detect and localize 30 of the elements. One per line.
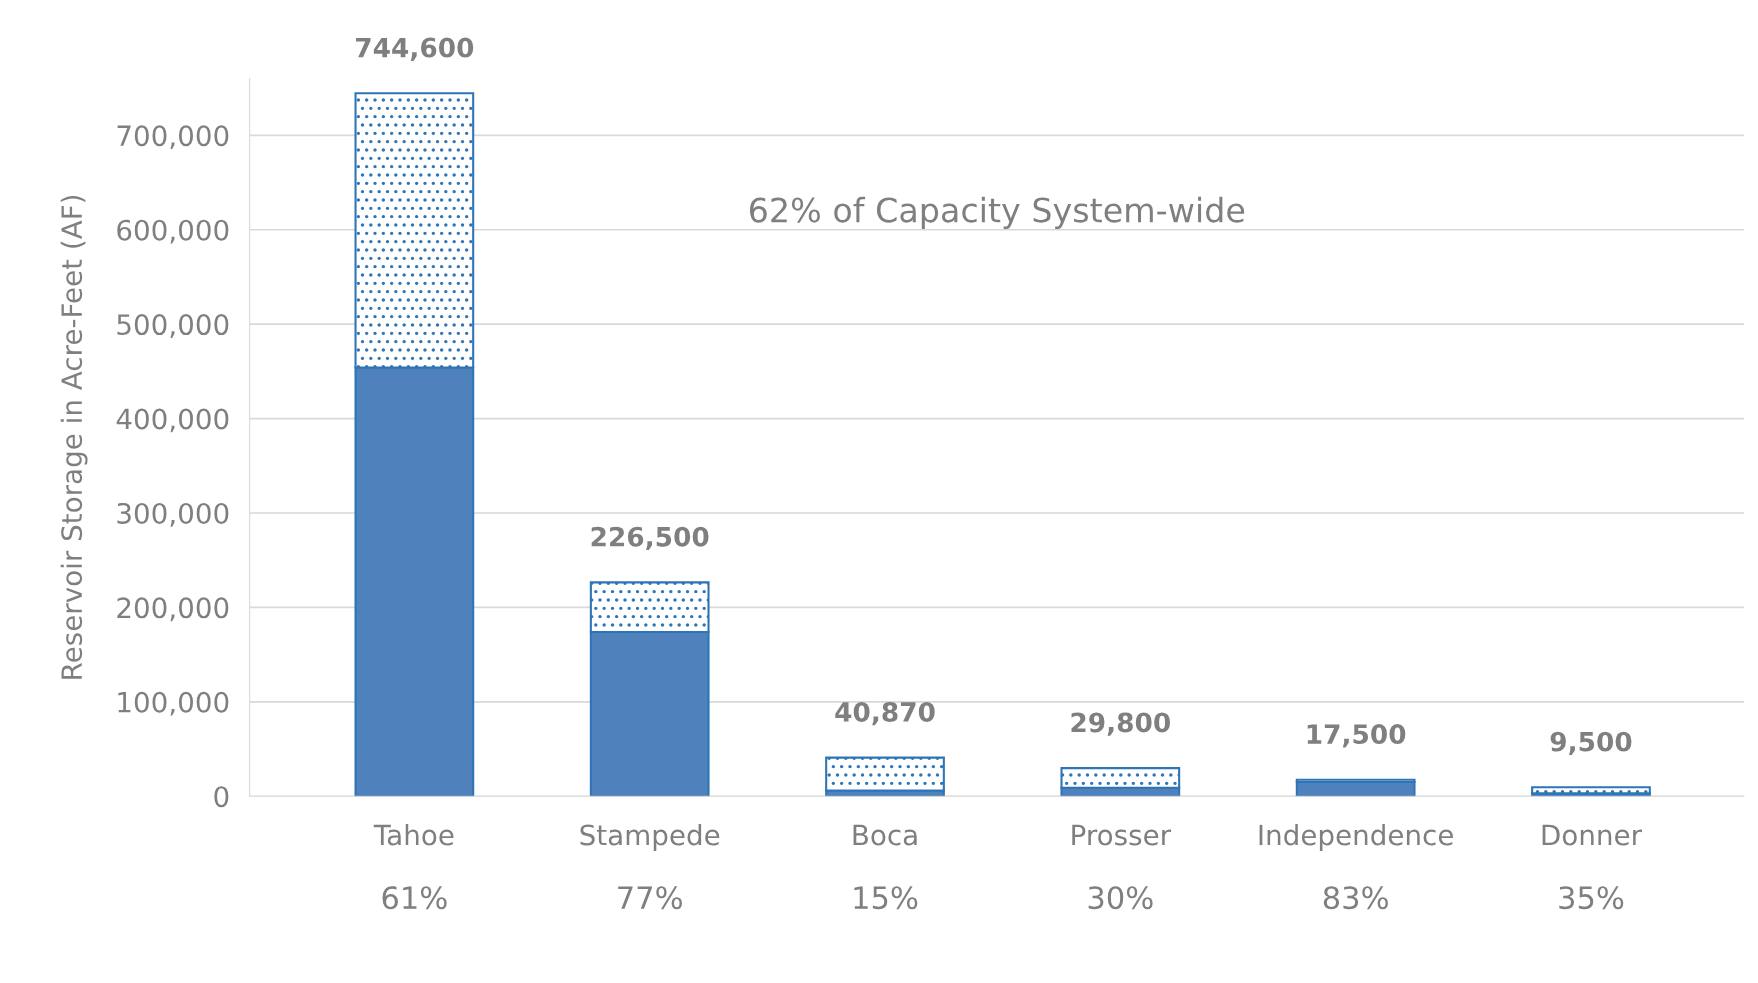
y-tick-label: 700,000 (117, 125, 229, 150)
x-tick-label: Independence (1259, 824, 1453, 851)
y-tick-label: 500,000 (117, 314, 229, 338)
y-tick-label: 0 (214, 786, 229, 808)
text: 83% (1323, 886, 1388, 910)
y-tick-label: 300,000 (117, 502, 229, 527)
y-tick-label: 400,000 (116, 408, 229, 433)
y-tick-label: 200,000 (117, 597, 229, 622)
text: 77% (618, 886, 682, 910)
total-label: 29,800 (1071, 712, 1170, 736)
total-label: 226,500 (591, 526, 709, 551)
x-tick-label: Tahoe (373, 824, 454, 846)
total-label: 17,500 (1307, 724, 1406, 748)
bar (825, 756, 945, 792)
x-tick-label: Stampede (580, 824, 720, 851)
text: 61% (382, 886, 447, 910)
total-label: 40,870 (835, 702, 935, 726)
bar (1531, 786, 1651, 795)
total-label: 744,600 (356, 37, 474, 61)
text: 30% (1088, 886, 1153, 910)
y-tick-label: 600,000 (117, 219, 229, 244)
text: 35% (1559, 886, 1624, 910)
total-label: 9,500 (1550, 731, 1632, 755)
text: 15% (854, 886, 918, 910)
x-tick-label: Prosser (1072, 824, 1172, 846)
y-tick-label: 100,000 (118, 691, 229, 716)
annotation: 62% of Capacity System-wide (750, 196, 1245, 230)
x-tick-label: Donner (1542, 824, 1643, 846)
x-tick-label: Boca (853, 824, 917, 846)
y-axis-title: Reservoir Storage in Acre-Feet (AF) (60, 195, 88, 679)
